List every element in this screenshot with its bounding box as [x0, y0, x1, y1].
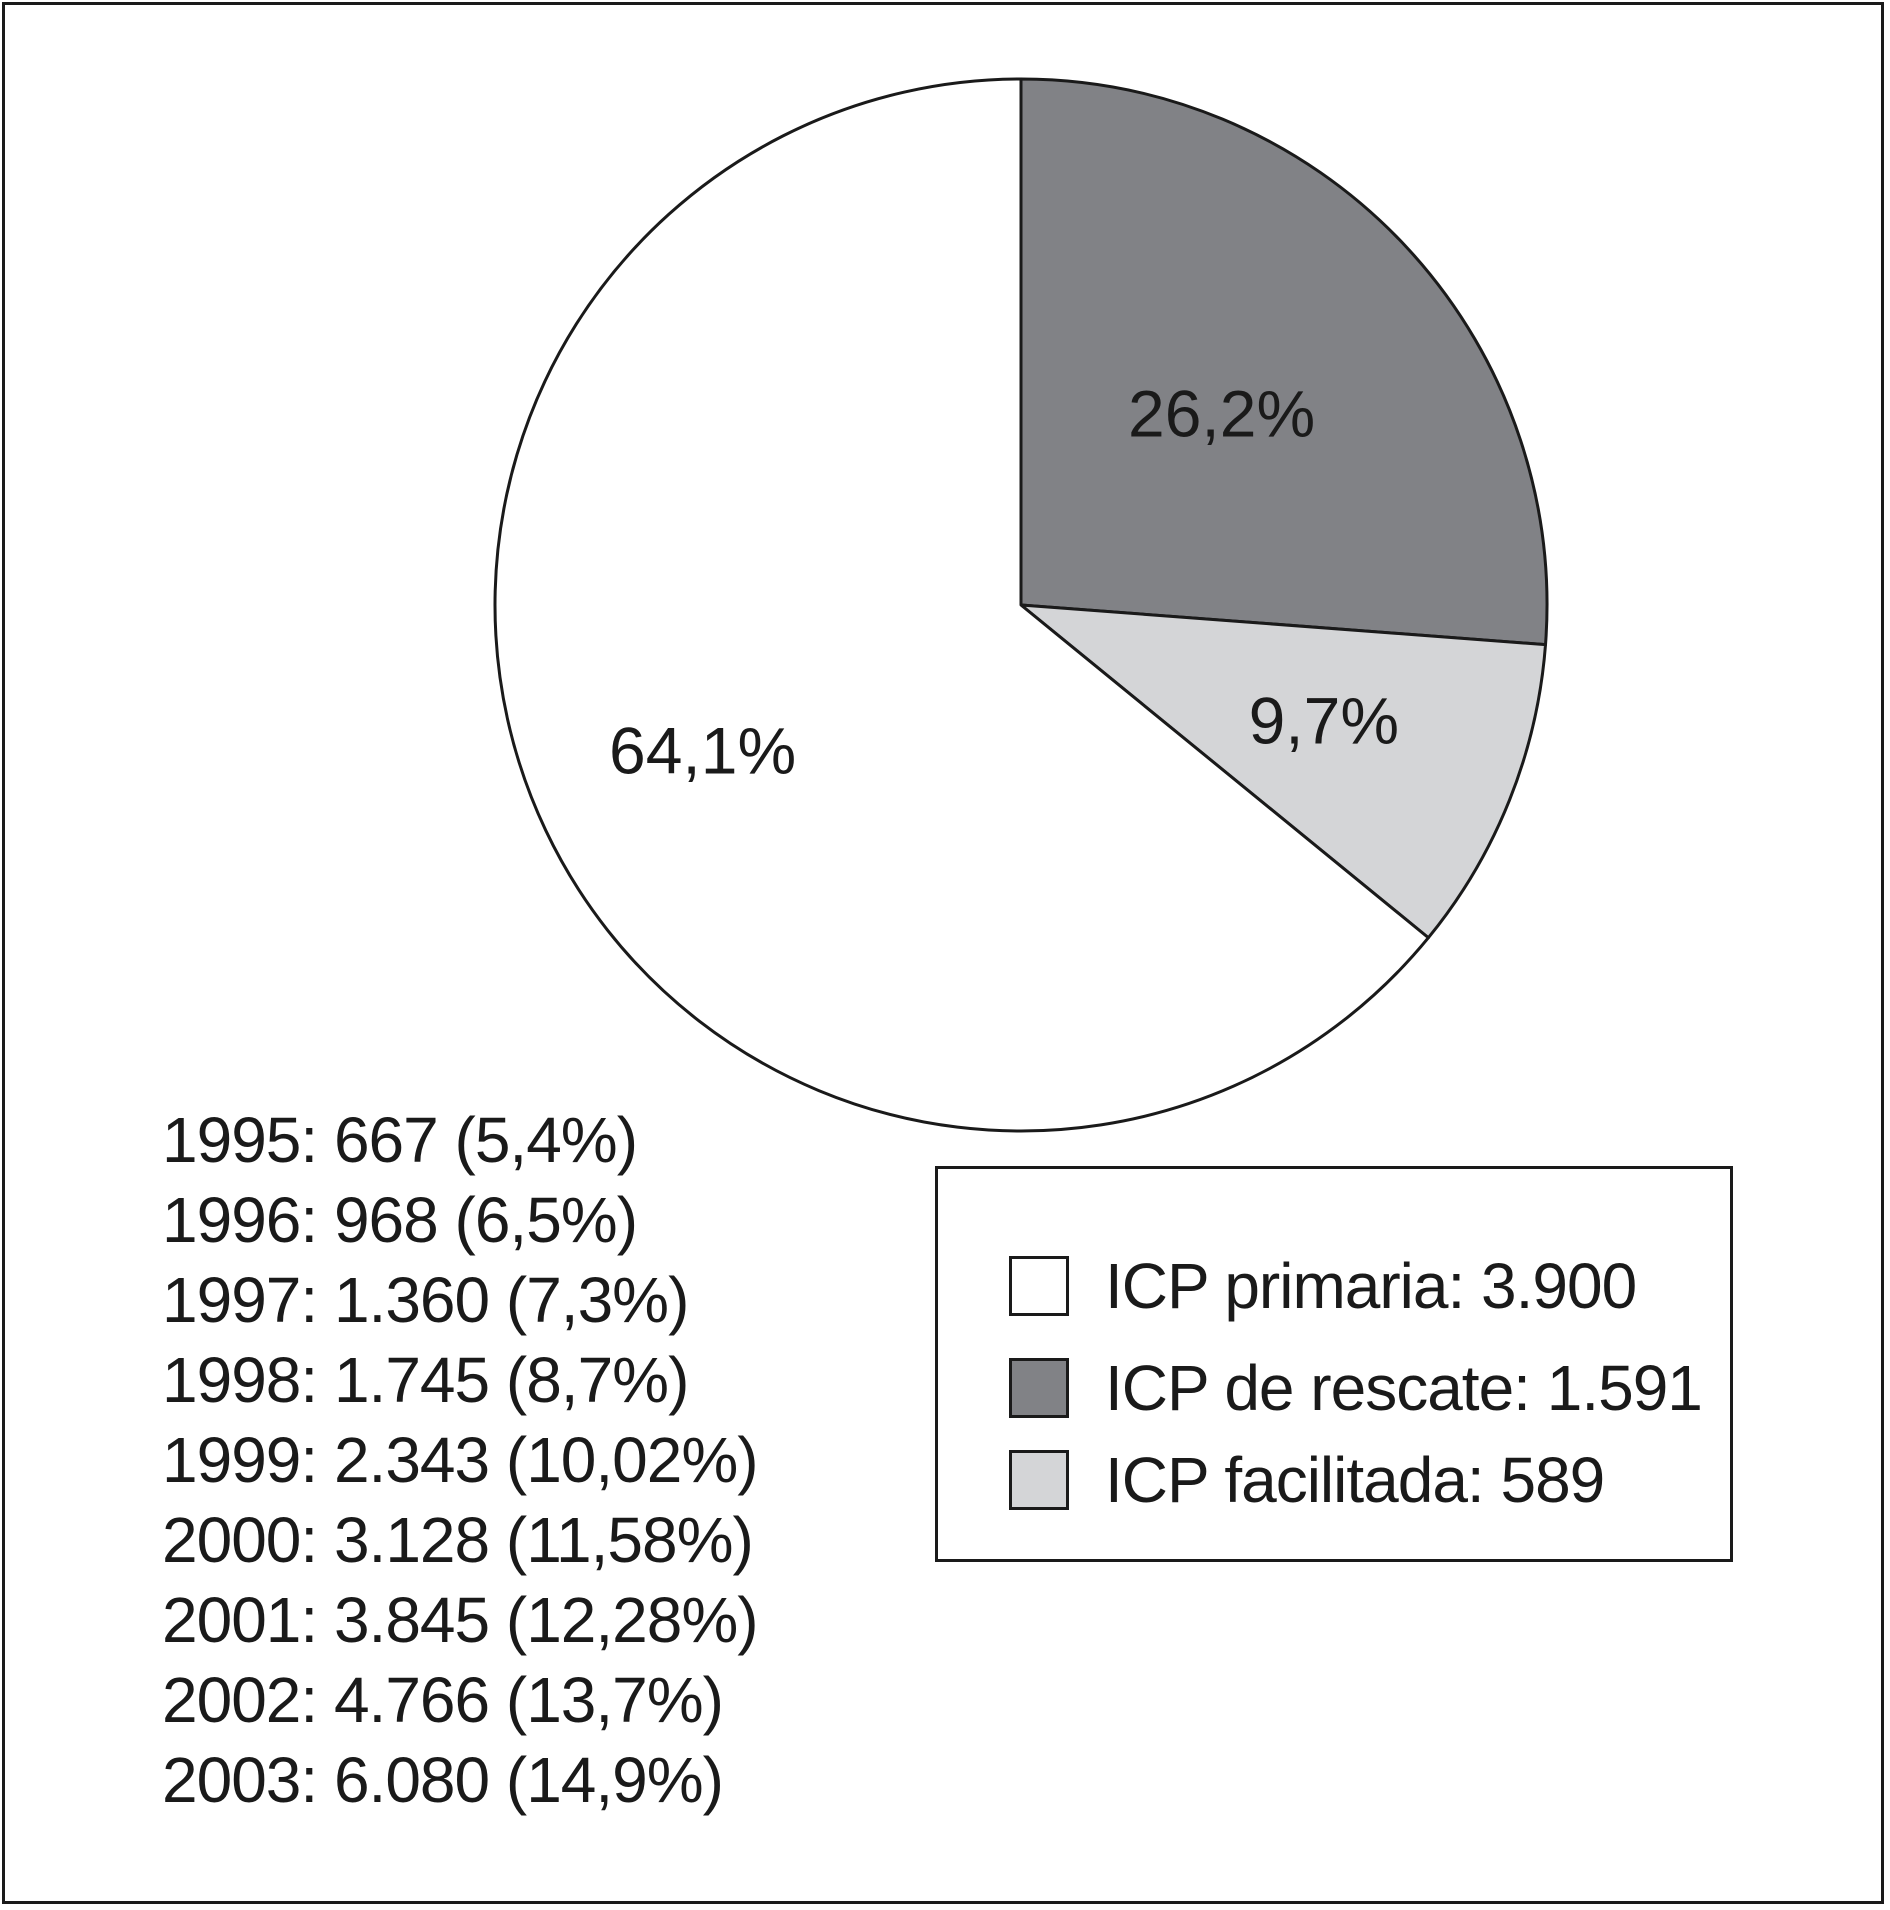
- legend-swatch-icp-primaria: [1009, 1256, 1069, 1316]
- year-annotation-2002: 2002: 4.766 (13,7%): [162, 1664, 724, 1736]
- legend: ICP primaria: 3.900 ICP de rescate: 1.59…: [935, 1166, 1733, 1562]
- legend-item-icp-rescate: ICP de rescate: 1.591: [1009, 1352, 1703, 1424]
- pie-slice-icp-rescate: [1019, 77, 1549, 647]
- legend-label-icp-facilitada: ICP facilitada: 589: [1105, 1444, 1605, 1516]
- pie-slices: [493, 77, 1549, 1133]
- pie-slice-labels: 26,2% 9,7% 64,1%: [609, 376, 1399, 787]
- year-annotation-2001: 2001: 3.845 (12,28%): [162, 1584, 759, 1656]
- pie-slice-icp-facilitada: [1019, 603, 1548, 940]
- slice-label-icp-facilitada: 9,7%: [1249, 683, 1399, 757]
- year-annotation-1999: 1999: 2.343 (10,02%): [162, 1424, 759, 1496]
- year-annotation-1997: 1997: 1.360 (7,3%): [162, 1264, 689, 1336]
- legend-item-icp-facilitada: ICP facilitada: 589: [1009, 1444, 1605, 1516]
- legend-swatch-icp-facilitada: [1009, 1450, 1069, 1510]
- legend-swatch-icp-rescate: [1009, 1358, 1069, 1418]
- slice-label-icp-primaria: 64,1%: [609, 714, 796, 788]
- legend-item-icp-primaria: ICP primaria: 3.900: [1009, 1250, 1637, 1322]
- year-annotation-2000: 2000: 3.128 (11,58%): [162, 1504, 754, 1576]
- year-annotation-2003: 2003: 6.080 (14,9%): [162, 1744, 724, 1816]
- legend-label-icp-primaria: ICP primaria: 3.900: [1105, 1250, 1637, 1322]
- pie-slice-icp-primaria: [493, 77, 1430, 1133]
- legend-label-icp-rescate: ICP de rescate: 1.591: [1105, 1352, 1703, 1424]
- slice-label-icp-rescate: 26,2%: [1128, 376, 1315, 450]
- year-annotation-1996: 1996: 968 (6,5%): [162, 1184, 638, 1256]
- year-annotation-1998: 1998: 1.745 (8,7%): [162, 1344, 689, 1416]
- year-annotation-1995: 1995: 667 (5,4%): [162, 1104, 638, 1176]
- yearly-annotations: 1995: 667 (5,4%) 1996: 968 (6,5%) 1997: …: [162, 1100, 759, 1820]
